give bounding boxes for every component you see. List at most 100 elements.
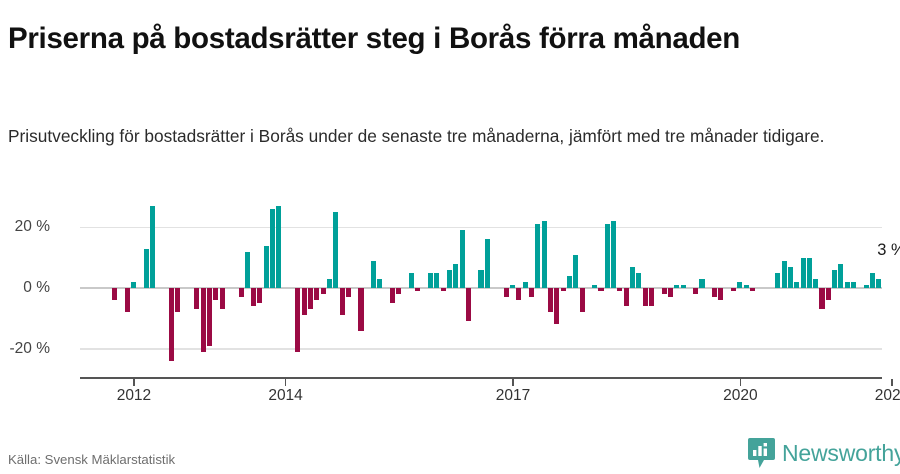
bar (693, 288, 699, 295)
bar (238, 288, 244, 298)
bar (794, 281, 800, 289)
bar (535, 224, 541, 289)
bar (314, 288, 320, 301)
bar (813, 278, 819, 289)
bar (257, 288, 263, 304)
bar (870, 272, 876, 289)
bar (503, 288, 509, 298)
bar (541, 221, 547, 289)
bar (699, 278, 705, 289)
x-axis-line (80, 377, 882, 380)
plot-area: 20 % 0 % -20 % 3 % (10, 200, 900, 367)
bar (648, 288, 655, 307)
x-axis-tick (739, 379, 742, 386)
bar (876, 278, 882, 289)
bar (522, 281, 528, 289)
bar (339, 288, 345, 316)
bar (390, 288, 396, 304)
bar (251, 288, 257, 307)
logo-wordmark: Newsworthy (782, 439, 900, 466)
bar (528, 288, 535, 298)
bar (396, 288, 402, 295)
bar (579, 288, 585, 313)
bar (333, 212, 339, 289)
bar (434, 272, 440, 289)
x-axis-label: 2022 (874, 387, 900, 404)
bar (446, 269, 452, 289)
x-axis-tick (284, 379, 287, 386)
x-axis-tick (512, 379, 514, 386)
bar (554, 288, 560, 325)
bar (150, 206, 156, 289)
bar (415, 288, 421, 292)
source-note: Källa: Svensk Mäklarstatistik (8, 452, 176, 467)
bar (377, 278, 383, 289)
bar (244, 251, 250, 289)
bar (206, 288, 212, 346)
bar (453, 263, 459, 289)
bar (560, 288, 566, 292)
x-axis-label: 2020 (723, 387, 758, 404)
bar (617, 288, 623, 292)
gridline-0 (80, 286, 882, 290)
bar (642, 288, 648, 307)
bar (566, 275, 572, 289)
x-axis-tick (133, 379, 135, 386)
bar (718, 288, 724, 301)
y-axis-label: 0 % (23, 279, 50, 297)
bar (731, 288, 737, 292)
bar (592, 285, 598, 289)
bar (345, 288, 351, 298)
bar (143, 248, 149, 289)
bar (598, 288, 604, 292)
bar-chart-pin-icon (748, 438, 775, 468)
bar (775, 272, 781, 289)
bar (611, 221, 617, 289)
bar (825, 288, 831, 301)
bar (630, 266, 636, 289)
bar (832, 269, 838, 289)
bar (440, 288, 446, 292)
bar (516, 288, 522, 301)
bar (276, 206, 282, 289)
bar (175, 288, 181, 313)
bar (623, 288, 629, 307)
bar (851, 281, 857, 289)
bar (787, 266, 793, 289)
x-axis-label: 2012 (116, 387, 152, 404)
bar (667, 288, 673, 298)
bar (636, 272, 642, 289)
bar (326, 278, 332, 289)
y-axis-label: 20 % (14, 218, 50, 236)
bar (465, 288, 471, 322)
bar (427, 272, 433, 289)
bar (307, 288, 314, 310)
bar (547, 288, 553, 313)
bar (112, 288, 118, 301)
bar (270, 209, 276, 289)
bar (371, 260, 377, 289)
x-axis-label: 2014 (268, 387, 303, 404)
x-axis-label: 2017 (495, 387, 531, 404)
bar (320, 288, 326, 295)
bar (200, 288, 206, 352)
bar (169, 288, 175, 361)
bar (781, 260, 787, 289)
bar (674, 285, 680, 289)
gridline-20 (80, 226, 882, 229)
bar (219, 288, 225, 310)
bar (863, 285, 869, 289)
bar (573, 254, 579, 289)
bar (806, 257, 812, 289)
bar (750, 288, 756, 292)
chart-subtitle: Prisutveckling för bostadsrätter i Borås… (8, 126, 825, 147)
page-title: Priserna på bostadsrätter steg i Borås f… (8, 21, 740, 55)
bar (800, 257, 806, 289)
newsworthy-logo[interactable]: Newsworthy (748, 438, 900, 468)
bar (478, 269, 484, 289)
bar (358, 288, 364, 331)
value-annotation: 3 % (877, 240, 900, 259)
bar-chart: 20 % 0 % -20 % 3 % 2012 2014 2017 2020 2022 (0, 190, 900, 405)
bar (819, 288, 825, 310)
bar (604, 224, 610, 289)
